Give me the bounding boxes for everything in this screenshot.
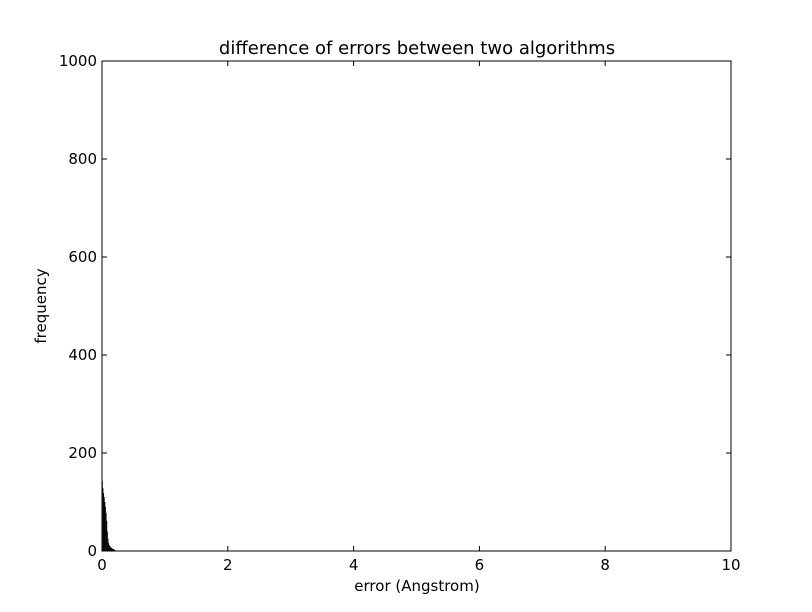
x-axis-label: error (Angstrom) — [354, 577, 479, 595]
histogram-bar — [112, 549, 114, 551]
histogram-bar — [105, 512, 107, 551]
histogram-bar — [107, 538, 109, 551]
plot-frame — [101, 60, 732, 552]
y-tick-label: 400 — [68, 346, 97, 364]
histogram-bar — [104, 502, 106, 551]
histogram-bar — [108, 545, 110, 551]
y-tick-label: 1000 — [59, 52, 97, 70]
histogram-bar — [110, 547, 111, 551]
histogram-bar — [112, 548, 113, 551]
histogram-bar — [113, 549, 115, 551]
y-tick-label: 200 — [68, 444, 97, 462]
histogram-bar — [107, 531, 108, 551]
x-tick-label: 2 — [223, 556, 233, 574]
y-tick-label: 800 — [68, 150, 97, 168]
x-tick-label: 8 — [600, 556, 610, 574]
histogram-bar — [113, 549, 115, 551]
x-tick-label: 4 — [349, 556, 359, 574]
histogram-bar — [105, 506, 106, 551]
histogram-bar — [110, 547, 112, 551]
y-axis-label: frequency — [32, 268, 50, 343]
histogram-bar — [103, 497, 105, 551]
x-tick-label: 6 — [475, 556, 485, 574]
y-tick-label: 0 — [87, 542, 97, 560]
histogram-bar — [111, 548, 113, 551]
y-tick-label: 600 — [68, 248, 97, 266]
ticks-group: 0 2 4 6 8 10 0 200 400 600 800 1000 — [59, 52, 741, 574]
x-tick-label: 0 — [97, 556, 107, 574]
bars-group — [102, 480, 117, 551]
x-tick-label: 10 — [721, 556, 740, 574]
histogram-bar — [102, 488, 104, 551]
histogram-bar — [106, 520, 108, 551]
histogram-bar — [109, 546, 111, 551]
histogram-bar — [103, 493, 105, 551]
chart-title: difference of errors between two algorit… — [219, 38, 615, 59]
histogram-bar — [108, 543, 110, 551]
